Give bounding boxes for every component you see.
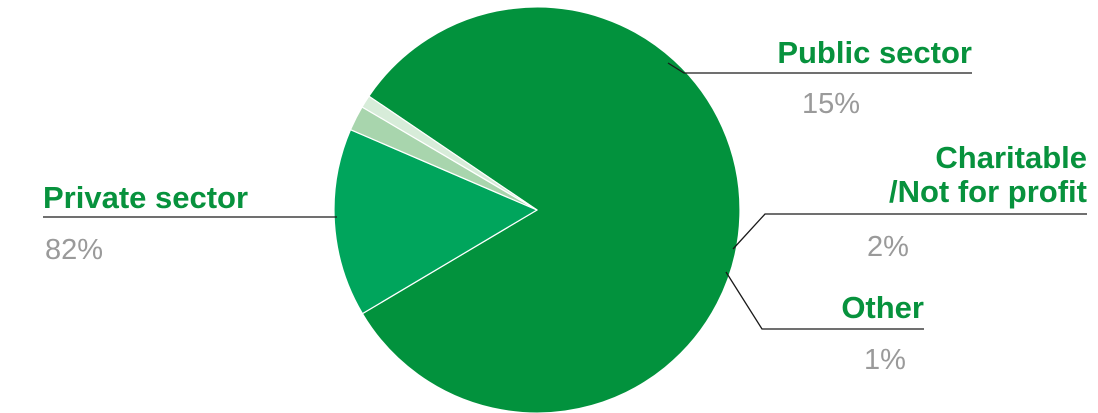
leader-line-4 xyxy=(725,271,924,330)
slice-value-2: 15% xyxy=(802,88,860,120)
slice-label-3-line-1: Charitable xyxy=(935,140,1087,175)
leader-line-2 xyxy=(667,62,972,74)
slice-label-3-line-2: /Not for profit xyxy=(889,174,1087,209)
leader-line-3 xyxy=(732,213,1087,250)
slice-value-1: 82% xyxy=(45,234,103,266)
slice-label-2: Public sector xyxy=(777,35,972,70)
pie-slice-1 xyxy=(361,6,741,413)
slice-label-1: Private sector xyxy=(43,180,248,215)
slice-label-4: Other xyxy=(841,290,924,325)
pie-slices xyxy=(333,6,741,413)
slice-value-4: 1% xyxy=(864,344,906,376)
pie-slice-2 xyxy=(333,129,538,315)
pie-slice-4 xyxy=(361,95,538,211)
pie-labels: Private sector 82% Public sector 15% Charita… xyxy=(43,35,1087,376)
slice-value-3: 2% xyxy=(867,231,909,263)
